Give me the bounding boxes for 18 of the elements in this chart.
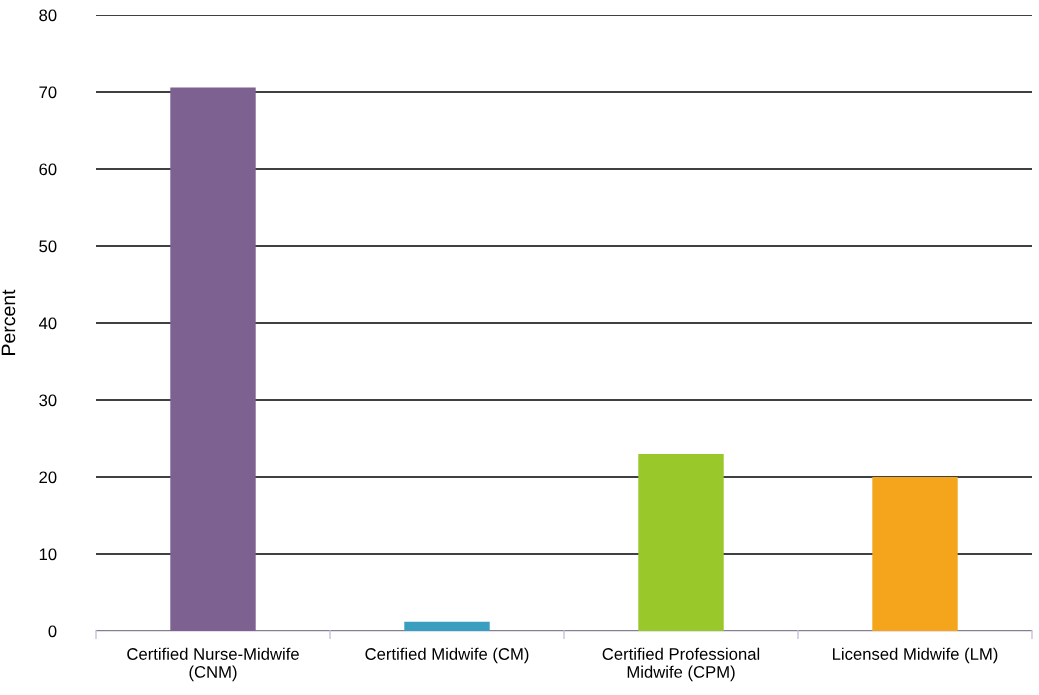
- y-tick-label: 70: [39, 86, 57, 99]
- bar: [638, 453, 724, 631]
- y-tick-label: 30: [39, 394, 57, 407]
- y-tick-label: 10: [39, 548, 57, 561]
- bar: [404, 621, 490, 631]
- y-tick-label: 20: [39, 471, 57, 484]
- y-tick-label: 60: [39, 163, 57, 176]
- x-tick-label: Licensed Midwife (LM): [833, 647, 998, 664]
- y-tick-label: 50: [39, 240, 57, 253]
- x-tick-label: Certified Midwife (CM): [365, 647, 529, 664]
- x-tick-label: Certified Nurse-Midwife (CNM): [127, 647, 299, 682]
- bar: [872, 477, 958, 631]
- y-tick-label: 80: [39, 9, 57, 22]
- bar: [170, 87, 256, 631]
- y-tick-label: 0: [48, 625, 57, 638]
- y-tick-label: 40: [38, 317, 57, 330]
- y-axis-title: Percent: [1, 289, 16, 355]
- x-tick-label: Certified Professional Midwife (CPM): [602, 647, 760, 682]
